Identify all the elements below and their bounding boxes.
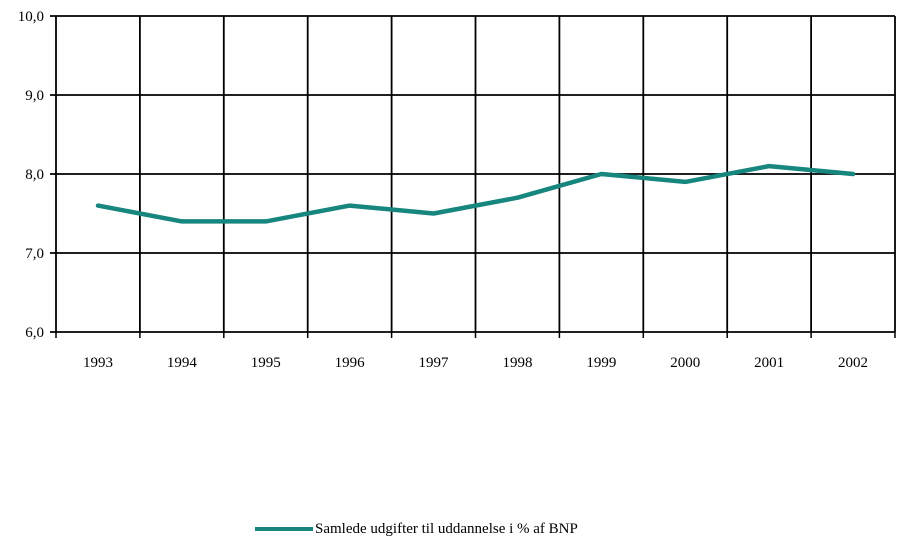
series-line [95, 163, 856, 224]
y-axis-tick-labels: 6,0 7,0 8,0 9,0 10,0 [18, 9, 44, 341]
legend-label: Samlede udgifter til uddannelse i % af B… [315, 521, 578, 537]
y-tick-label: 6,0 [25, 325, 44, 341]
x-tick-label: 1994 [167, 355, 198, 371]
legend: Samlede udgifter til uddannelse i % af B… [255, 519, 578, 539]
x-tick-label: 1993 [83, 355, 113, 371]
y-tick-label: 9,0 [25, 88, 44, 104]
x-axis-tick-labels: 1993 1994 1995 1996 1997 1998 1999 2000 2001 2002 [83, 355, 868, 371]
x-tick-label: 2002 [838, 355, 868, 371]
x-tick-label: 1998 [502, 355, 532, 371]
y-tick-label: 7,0 [25, 246, 44, 262]
y-tick-label: 8,0 [25, 167, 44, 183]
x-tick-label: 1996 [335, 355, 366, 371]
x-tick-label: 2001 [754, 355, 784, 371]
grid-lines [50, 15, 896, 338]
y-tick-label: 10,0 [18, 9, 44, 25]
legend-swatch [255, 527, 313, 531]
x-tick-label: 1999 [586, 355, 616, 371]
x-tick-label: 1995 [251, 355, 281, 371]
series-lines [95, 163, 856, 224]
x-tick-label: 1997 [419, 355, 450, 371]
x-tick-label: 2000 [670, 355, 700, 371]
